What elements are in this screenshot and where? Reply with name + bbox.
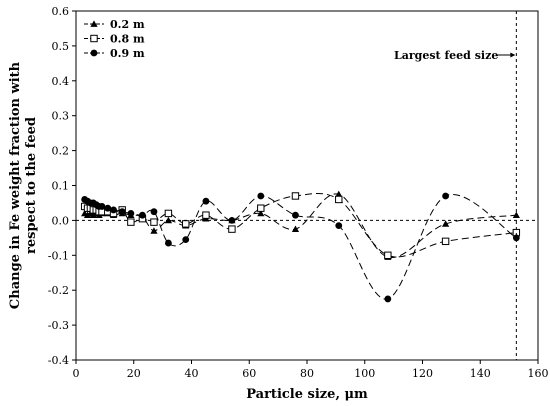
- data-point: [202, 197, 210, 205]
- x-tick-label: 0: [73, 367, 80, 380]
- data-point: [384, 295, 392, 303]
- annotation-arrow-head: [510, 52, 516, 58]
- series-line: [84, 192, 517, 258]
- data-point: [150, 218, 158, 226]
- data-point: [257, 209, 265, 217]
- y-tick-label: -0.2: [48, 284, 69, 297]
- data-point: [98, 203, 106, 210]
- data-point: [384, 251, 392, 260]
- legend-label: 0.8 m: [110, 33, 145, 46]
- data-point: [89, 211, 97, 219]
- data-point: [441, 237, 450, 246]
- plot-frame: [75, 10, 539, 361]
- data-point: [202, 211, 210, 219]
- data-point: [442, 220, 450, 227]
- tick-labels: 0 20 40 60 80 100 120 140 160 -0.4 -0.3 -0.2 -0.1 0.0…: [48, 5, 549, 380]
- series-layer: [80, 190, 521, 303]
- data-point: [127, 210, 135, 217]
- y-tick-label: 0.2: [52, 145, 70, 158]
- data-point: [335, 195, 343, 204]
- legend-label: 0.2 m: [110, 18, 145, 31]
- y-tick-label: 0.3: [52, 110, 70, 123]
- x-tick-label: 60: [242, 367, 256, 380]
- series-2: [81, 192, 520, 303]
- data-point: [512, 234, 520, 242]
- x-axis-title: Particle size, μm: [246, 387, 368, 402]
- data-point: [335, 222, 343, 230]
- data-point: [182, 220, 190, 228]
- data-point: [83, 211, 92, 219]
- data-point: [164, 209, 173, 218]
- x-tick-label: 20: [127, 367, 141, 380]
- data-point: [139, 211, 146, 219]
- legend-label: 0.9 m: [110, 47, 145, 60]
- data-point: [228, 225, 236, 233]
- x-tick-label: 80: [300, 367, 314, 380]
- series-line: [84, 193, 517, 300]
- data-point: [335, 190, 343, 198]
- data-point: [118, 208, 126, 216]
- annotation-label: Largest feed size: [394, 49, 498, 62]
- y-tick-label: 0.0: [52, 214, 70, 227]
- y-tick-label: -0.1: [48, 249, 69, 262]
- data-point: [164, 216, 172, 224]
- axes: [72, 10, 539, 364]
- legend-marker: [90, 49, 98, 57]
- y-axis-title-line-2: respect to the feed: [24, 117, 39, 254]
- data-point: [104, 204, 112, 212]
- data-point: [292, 211, 299, 219]
- series-0: [81, 190, 520, 260]
- y-tick-label: -0.4: [48, 354, 69, 367]
- x-tick-label: 160: [528, 367, 549, 380]
- y-tick-label: 0.1: [52, 180, 70, 193]
- data-point: [257, 192, 265, 200]
- x-tick-label: 120: [412, 367, 433, 380]
- data-point: [291, 225, 300, 233]
- y-tick-label: 0.6: [52, 5, 70, 18]
- data-point: [110, 206, 117, 214]
- data-point: [257, 204, 265, 212]
- legend-entry: 0.8 m: [84, 33, 145, 46]
- legend-entry: 0.9 m: [84, 47, 145, 60]
- data-point: [442, 192, 449, 200]
- data-point: [150, 227, 158, 234]
- series-1: [80, 192, 521, 260]
- legend: 0.2 m 0.8 m0.9 m: [84, 18, 145, 60]
- x-tick-label: 140: [470, 367, 491, 380]
- legend-marker: [90, 20, 98, 27]
- x-tick-label: 40: [185, 367, 199, 380]
- data-point: [228, 217, 236, 224]
- data-point: [182, 236, 190, 243]
- data-point: [512, 211, 520, 219]
- y-axis-title-line-1: Change in Fe weight fraction with: [8, 61, 23, 309]
- legend-entry: 0.2 m: [84, 18, 145, 31]
- legend-marker: [90, 34, 98, 43]
- data-point: [165, 239, 172, 247]
- y-tick-label: 0.4: [52, 75, 70, 88]
- data-point: [291, 192, 300, 200]
- y-tick-label: 0.5: [52, 40, 70, 53]
- y-tick-label: -0.3: [48, 319, 69, 332]
- data-point: [150, 208, 158, 216]
- annotation-layer: Largest feed size: [394, 11, 517, 360]
- series-line: [84, 193, 517, 258]
- x-tick-label: 100: [354, 367, 375, 380]
- data-point: [127, 218, 135, 226]
